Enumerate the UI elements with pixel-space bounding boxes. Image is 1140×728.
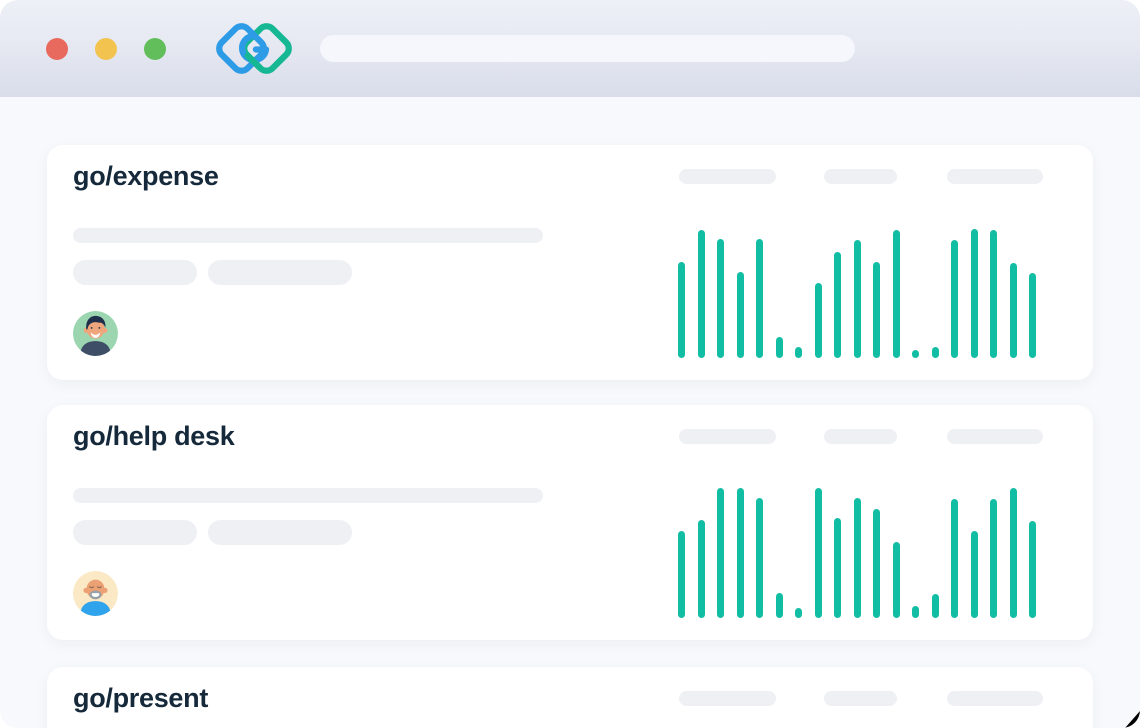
golinks-logo-icon xyxy=(204,10,304,87)
chart-bar xyxy=(756,239,763,358)
chart-bar xyxy=(892,230,900,358)
chart-bar xyxy=(736,272,744,358)
chart-bar xyxy=(717,239,724,358)
chart-bar xyxy=(736,488,744,618)
chart-bar xyxy=(853,240,861,358)
usage-bar-chart xyxy=(678,486,1036,618)
avatar xyxy=(73,311,118,356)
chart-bar xyxy=(814,283,822,358)
golink-card-expense[interactable]: go/expense xyxy=(47,145,1093,380)
golink-title: go/present xyxy=(73,683,209,713)
skeleton-stat-pill xyxy=(824,691,897,706)
chart-bar xyxy=(912,350,919,358)
skeleton-stat-pill xyxy=(679,169,776,184)
minimize-window-icon[interactable] xyxy=(95,37,117,60)
golinks-dashboard: go/expense xyxy=(0,97,1140,728)
chart-bar xyxy=(951,499,958,618)
chart-bar xyxy=(717,488,724,618)
golink-title: go/expense xyxy=(73,161,219,191)
skeleton-stat-pill xyxy=(679,429,776,444)
chart-bar xyxy=(775,593,783,618)
chart-bar xyxy=(853,498,861,618)
window-controls xyxy=(46,37,166,60)
skeleton-description-line xyxy=(73,488,543,503)
chart-bar xyxy=(1009,263,1017,358)
chart-bar xyxy=(795,608,802,618)
skeleton-stat-pill xyxy=(679,691,776,706)
golink-card-present[interactable]: go/present xyxy=(47,667,1093,728)
chart-bar xyxy=(873,509,880,618)
close-window-icon[interactable] xyxy=(46,37,68,60)
skeleton-stat-pill xyxy=(947,691,1043,706)
browser-toolbar xyxy=(0,0,1140,97)
chart-bar xyxy=(990,499,997,618)
chart-bar xyxy=(892,542,900,618)
skeleton-stat-pill xyxy=(947,169,1043,184)
chart-bar xyxy=(697,230,705,358)
skeleton-description-line xyxy=(73,228,543,243)
chart-bar xyxy=(951,240,958,358)
skeleton-stat-pill xyxy=(824,169,897,184)
chart-bar xyxy=(697,520,705,618)
chart-bar xyxy=(678,531,685,618)
chart-bar xyxy=(931,594,939,618)
address-bar[interactable] xyxy=(320,35,855,62)
chart-bar xyxy=(678,262,685,358)
chart-bar xyxy=(814,488,822,618)
skeleton-stat-pill xyxy=(824,429,897,444)
chart-bar xyxy=(834,252,841,358)
usage-bar-chart xyxy=(678,226,1036,358)
skeleton-tag-pill xyxy=(73,520,197,545)
chart-bar xyxy=(990,230,997,358)
chart-bar xyxy=(873,262,880,358)
avatar xyxy=(73,571,118,616)
chart-bar xyxy=(1029,521,1036,618)
chart-bar xyxy=(1009,488,1017,618)
chart-bar xyxy=(970,531,978,618)
chart-bar xyxy=(834,518,841,618)
skeleton-stat-pill xyxy=(947,429,1043,444)
chart-bar xyxy=(1029,273,1036,358)
chart-bar xyxy=(912,606,919,618)
golink-title: go/help desk xyxy=(73,421,235,451)
skeleton-tag-pill xyxy=(73,260,197,285)
skeleton-tag-pill xyxy=(208,260,352,285)
skeleton-tag-pill xyxy=(208,520,352,545)
chart-bar xyxy=(775,337,783,358)
golink-card-help-desk[interactable]: go/help desk xyxy=(47,405,1093,640)
zoom-window-icon[interactable] xyxy=(144,37,166,60)
chart-bar xyxy=(970,229,978,358)
chart-bar xyxy=(795,347,802,358)
chart-bar xyxy=(931,347,939,358)
chart-bar xyxy=(756,498,763,618)
